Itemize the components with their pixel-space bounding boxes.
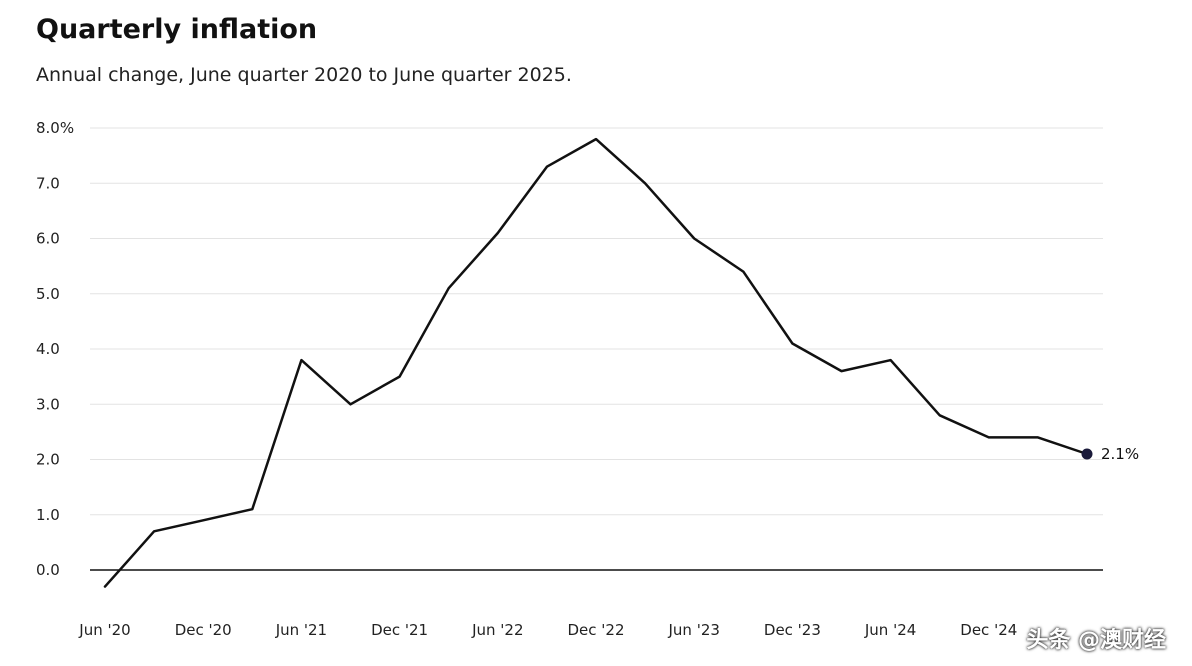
x-tick-label: Jun '22 [471, 621, 523, 639]
watermark: 头条 @澳财经 [1026, 628, 1166, 653]
x-tick-label: Jun '24 [864, 621, 916, 639]
inflation-line [103, 137, 1089, 588]
x-tick-label: Dec '20 [175, 621, 232, 639]
x-tick-label: Jun '20 [78, 621, 130, 639]
x-tick-label: Jun '23 [667, 621, 719, 639]
y-tick-label: 3.0 [36, 395, 60, 413]
chart-subtitle: Annual change, June quarter 2020 to June… [36, 64, 572, 86]
y-tick-label: 2.0 [36, 451, 60, 469]
x-tick-label: Dec '24 [960, 621, 1017, 639]
y-tick-label: 8.0% [36, 119, 74, 137]
y-tick-label: 6.0 [36, 230, 60, 248]
y-tick-label: 4.0 [36, 340, 60, 358]
y-tick-label: 5.0 [36, 285, 60, 303]
end-value-label: 2.1% [1101, 445, 1139, 463]
x-tick-label: Dec '21 [371, 621, 428, 639]
y-tick-label: 1.0 [36, 506, 60, 524]
x-tick-label: Dec '23 [764, 621, 821, 639]
x-tick-label: Dec '22 [567, 621, 624, 639]
x-tick-label: Jun '21 [275, 621, 327, 639]
y-tick-label: 0.0 [36, 561, 60, 579]
chart-title: Quarterly inflation [36, 14, 318, 45]
y-tick-label: 7.0 [36, 174, 60, 192]
end-point-marker [1081, 448, 1093, 460]
